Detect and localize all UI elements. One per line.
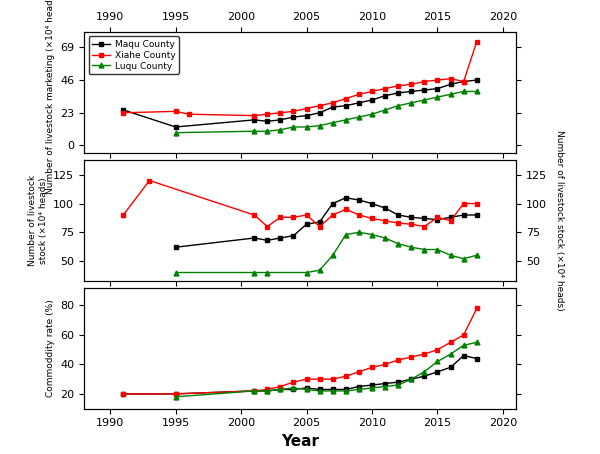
Luqu County bbox=[368, 112, 376, 117]
Xiahe County bbox=[434, 77, 441, 83]
Xiahe County bbox=[368, 89, 376, 94]
Luqu County bbox=[316, 123, 323, 128]
Maqu County bbox=[407, 89, 415, 94]
Luqu County bbox=[460, 89, 467, 94]
Xiahe County bbox=[473, 39, 481, 44]
Legend: Maqu County, Xiahe County, Luqu County: Maqu County, Xiahe County, Luqu County bbox=[89, 36, 179, 74]
Maqu County bbox=[342, 103, 349, 109]
Maqu County bbox=[447, 82, 454, 87]
Xiahe County bbox=[421, 79, 428, 84]
Luqu County bbox=[473, 89, 481, 94]
Maqu County bbox=[290, 114, 297, 120]
Xiahe County bbox=[407, 82, 415, 87]
Maqu County bbox=[303, 113, 310, 118]
X-axis label: Year: Year bbox=[281, 434, 319, 449]
Luqu County bbox=[277, 127, 284, 133]
Maqu County bbox=[473, 77, 481, 83]
Line: Luqu County: Luqu County bbox=[173, 89, 479, 135]
Maqu County bbox=[263, 118, 271, 124]
Maqu County bbox=[460, 79, 467, 84]
Luqu County bbox=[303, 124, 310, 130]
Luqu County bbox=[329, 120, 337, 125]
Maqu County bbox=[329, 104, 337, 110]
Maqu County bbox=[355, 100, 362, 105]
Maqu County bbox=[382, 93, 389, 99]
Maqu County bbox=[421, 87, 428, 93]
Luqu County bbox=[382, 107, 389, 113]
Y-axis label: Number of livestock stock (×10⁴ heads): Number of livestock stock (×10⁴ heads) bbox=[554, 130, 563, 311]
Xiahe County bbox=[316, 103, 323, 109]
Luqu County bbox=[434, 94, 441, 100]
Xiahe County bbox=[290, 109, 297, 114]
Maqu County bbox=[119, 107, 127, 113]
Xiahe County bbox=[355, 92, 362, 97]
Maqu County bbox=[172, 124, 179, 130]
Xiahe County bbox=[119, 110, 127, 115]
Line: Xiahe County: Xiahe County bbox=[121, 39, 479, 118]
Maqu County bbox=[434, 86, 441, 91]
Luqu County bbox=[251, 128, 258, 134]
Luqu County bbox=[447, 92, 454, 97]
Maqu County bbox=[316, 110, 323, 115]
Maqu County bbox=[395, 90, 402, 96]
Line: Maqu County: Maqu County bbox=[121, 78, 479, 129]
Xiahe County bbox=[342, 96, 349, 101]
Xiahe County bbox=[251, 113, 258, 118]
Maqu County bbox=[277, 117, 284, 123]
Luqu County bbox=[355, 114, 362, 120]
Maqu County bbox=[251, 117, 258, 123]
Xiahe County bbox=[172, 109, 179, 114]
Y-axis label: Number of livestock
stock (×10⁴ heads): Number of livestock stock (×10⁴ heads) bbox=[28, 175, 47, 266]
Luqu County bbox=[290, 124, 297, 130]
Luqu County bbox=[172, 130, 179, 135]
Xiahe County bbox=[447, 76, 454, 81]
Xiahe County bbox=[382, 86, 389, 91]
Y-axis label: Number of livestock marketing (×10⁴ heads): Number of livestock marketing (×10⁴ head… bbox=[46, 0, 55, 193]
Xiahe County bbox=[395, 83, 402, 89]
Xiahe County bbox=[329, 100, 337, 105]
Xiahe County bbox=[277, 110, 284, 115]
Luqu County bbox=[421, 97, 428, 103]
Xiahe County bbox=[185, 112, 193, 117]
Luqu County bbox=[342, 117, 349, 123]
Maqu County bbox=[368, 97, 376, 103]
Xiahe County bbox=[460, 79, 467, 84]
Xiahe County bbox=[263, 112, 271, 117]
Xiahe County bbox=[303, 106, 310, 111]
Luqu County bbox=[395, 103, 402, 109]
Luqu County bbox=[407, 100, 415, 105]
Luqu County bbox=[263, 128, 271, 134]
Y-axis label: Commoddity rate (%): Commoddity rate (%) bbox=[46, 299, 55, 397]
